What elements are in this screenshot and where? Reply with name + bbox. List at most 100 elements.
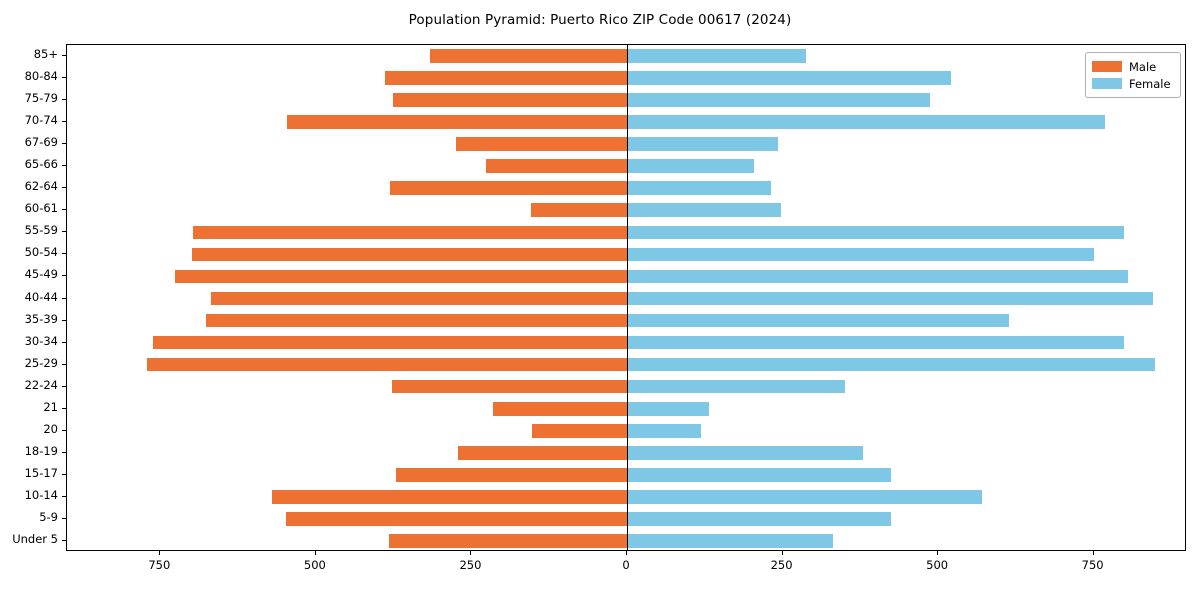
bar-row (67, 445, 1185, 460)
bar-male[interactable] (485, 159, 627, 174)
x-tick-mark (1092, 551, 1094, 555)
bar-female[interactable] (627, 512, 892, 526)
bar-row (67, 247, 1185, 262)
bar-female[interactable] (627, 115, 1105, 129)
bar-female[interactable] (627, 490, 982, 504)
y-tick-label: 65-66 (24, 157, 58, 172)
bar-female[interactable] (627, 401, 709, 416)
bar-row (67, 115, 1185, 129)
bar-male[interactable] (396, 468, 627, 482)
bar-row (67, 71, 1185, 85)
bar-female[interactable] (627, 445, 863, 460)
bar-row (67, 225, 1185, 240)
y-tick-mark (62, 451, 66, 453)
y-tick-label: 20 (43, 421, 58, 436)
y-tick-label: 30-34 (24, 333, 58, 348)
bar-male[interactable] (493, 401, 627, 416)
x-tick-mark (937, 551, 939, 555)
bar-female[interactable] (627, 247, 1095, 262)
x-tick-label: 750 (148, 558, 171, 572)
y-tick-mark (62, 187, 66, 189)
bar-male[interactable] (532, 423, 627, 438)
y-tick-mark (62, 253, 66, 255)
bar-row (67, 313, 1185, 328)
y-tick-label: 15-17 (24, 465, 58, 480)
bar-female[interactable] (627, 423, 702, 438)
legend: Male Female (1085, 52, 1181, 98)
bar-male[interactable] (458, 445, 627, 460)
bar-female[interactable] (627, 159, 754, 174)
bar-male[interactable] (210, 291, 627, 306)
legend-label-female: Female (1129, 76, 1171, 91)
y-tick-label: Under 5 (12, 531, 58, 546)
bar-male[interactable] (192, 247, 627, 262)
x-tick-label: 500 (926, 558, 949, 572)
bar-row (67, 203, 1185, 218)
bar-row (67, 357, 1185, 372)
bar-female[interactable] (627, 534, 833, 548)
bar-female[interactable] (627, 93, 931, 107)
bar-female[interactable] (627, 225, 1124, 240)
bar-male[interactable] (388, 534, 627, 548)
bar-row (67, 423, 1185, 438)
bar-male[interactable] (152, 335, 627, 350)
bar-male[interactable] (272, 490, 627, 504)
bar-female[interactable] (627, 203, 782, 218)
y-tick-mark (62, 165, 66, 167)
bar-male[interactable] (193, 225, 627, 240)
bar-row (67, 401, 1185, 416)
bar-male[interactable] (205, 313, 627, 328)
y-tick-mark (62, 319, 66, 321)
y-tick-label: 55-59 (24, 223, 58, 238)
y-tick-mark (62, 275, 66, 277)
bar-female[interactable] (627, 468, 892, 482)
bar-row (67, 512, 1185, 526)
legend-swatch-female-icon (1092, 78, 1122, 89)
bar-female[interactable] (627, 313, 1010, 328)
x-tick-mark (314, 551, 316, 555)
y-tick-mark (62, 121, 66, 123)
bar-male[interactable] (430, 49, 627, 63)
bar-male[interactable] (389, 181, 627, 196)
y-tick-mark (62, 55, 66, 57)
x-tick-label: 0 (622, 558, 630, 572)
bar-female[interactable] (627, 71, 952, 85)
chart-title: Population Pyramid: Puerto Rico ZIP Code… (408, 12, 792, 28)
bar-male[interactable] (287, 115, 627, 129)
bar-male[interactable] (393, 93, 627, 107)
y-tick-label: 40-44 (24, 289, 58, 304)
y-tick-label: 85+ (33, 47, 58, 62)
y-tick-mark (62, 539, 66, 541)
bar-female[interactable] (627, 357, 1155, 372)
bar-male[interactable] (455, 137, 627, 152)
bar-row (67, 379, 1185, 394)
bar-male[interactable] (286, 512, 627, 526)
bar-female[interactable] (627, 137, 779, 152)
bar-row (67, 468, 1185, 482)
bar-male[interactable] (531, 203, 627, 218)
bar-row (67, 93, 1185, 107)
bar-male[interactable] (146, 357, 627, 372)
bar-female[interactable] (627, 269, 1128, 284)
bar-female[interactable] (627, 181, 772, 196)
y-tick-label: 62-64 (24, 179, 58, 194)
y-tick-mark (62, 407, 66, 409)
x-tick-label: 500 (303, 558, 326, 572)
y-tick-mark (62, 143, 66, 145)
x-tick-label: 750 (1081, 558, 1104, 572)
legend-entry-female: Female (1092, 75, 1174, 92)
bar-female[interactable] (627, 379, 846, 394)
bar-female[interactable] (627, 49, 807, 63)
x-tick-mark (470, 551, 472, 555)
bar-female[interactable] (627, 291, 1153, 306)
y-tick-label: 60-61 (24, 201, 58, 216)
bar-female[interactable] (627, 335, 1124, 350)
y-tick-mark (62, 99, 66, 101)
y-tick-mark (62, 363, 66, 365)
bar-male[interactable] (384, 71, 627, 85)
y-tick-label: 75-79 (24, 91, 58, 106)
bar-male[interactable] (174, 269, 627, 284)
x-tick-label: 250 (770, 558, 793, 572)
y-tick-mark (62, 385, 66, 387)
bar-male[interactable] (391, 379, 627, 394)
